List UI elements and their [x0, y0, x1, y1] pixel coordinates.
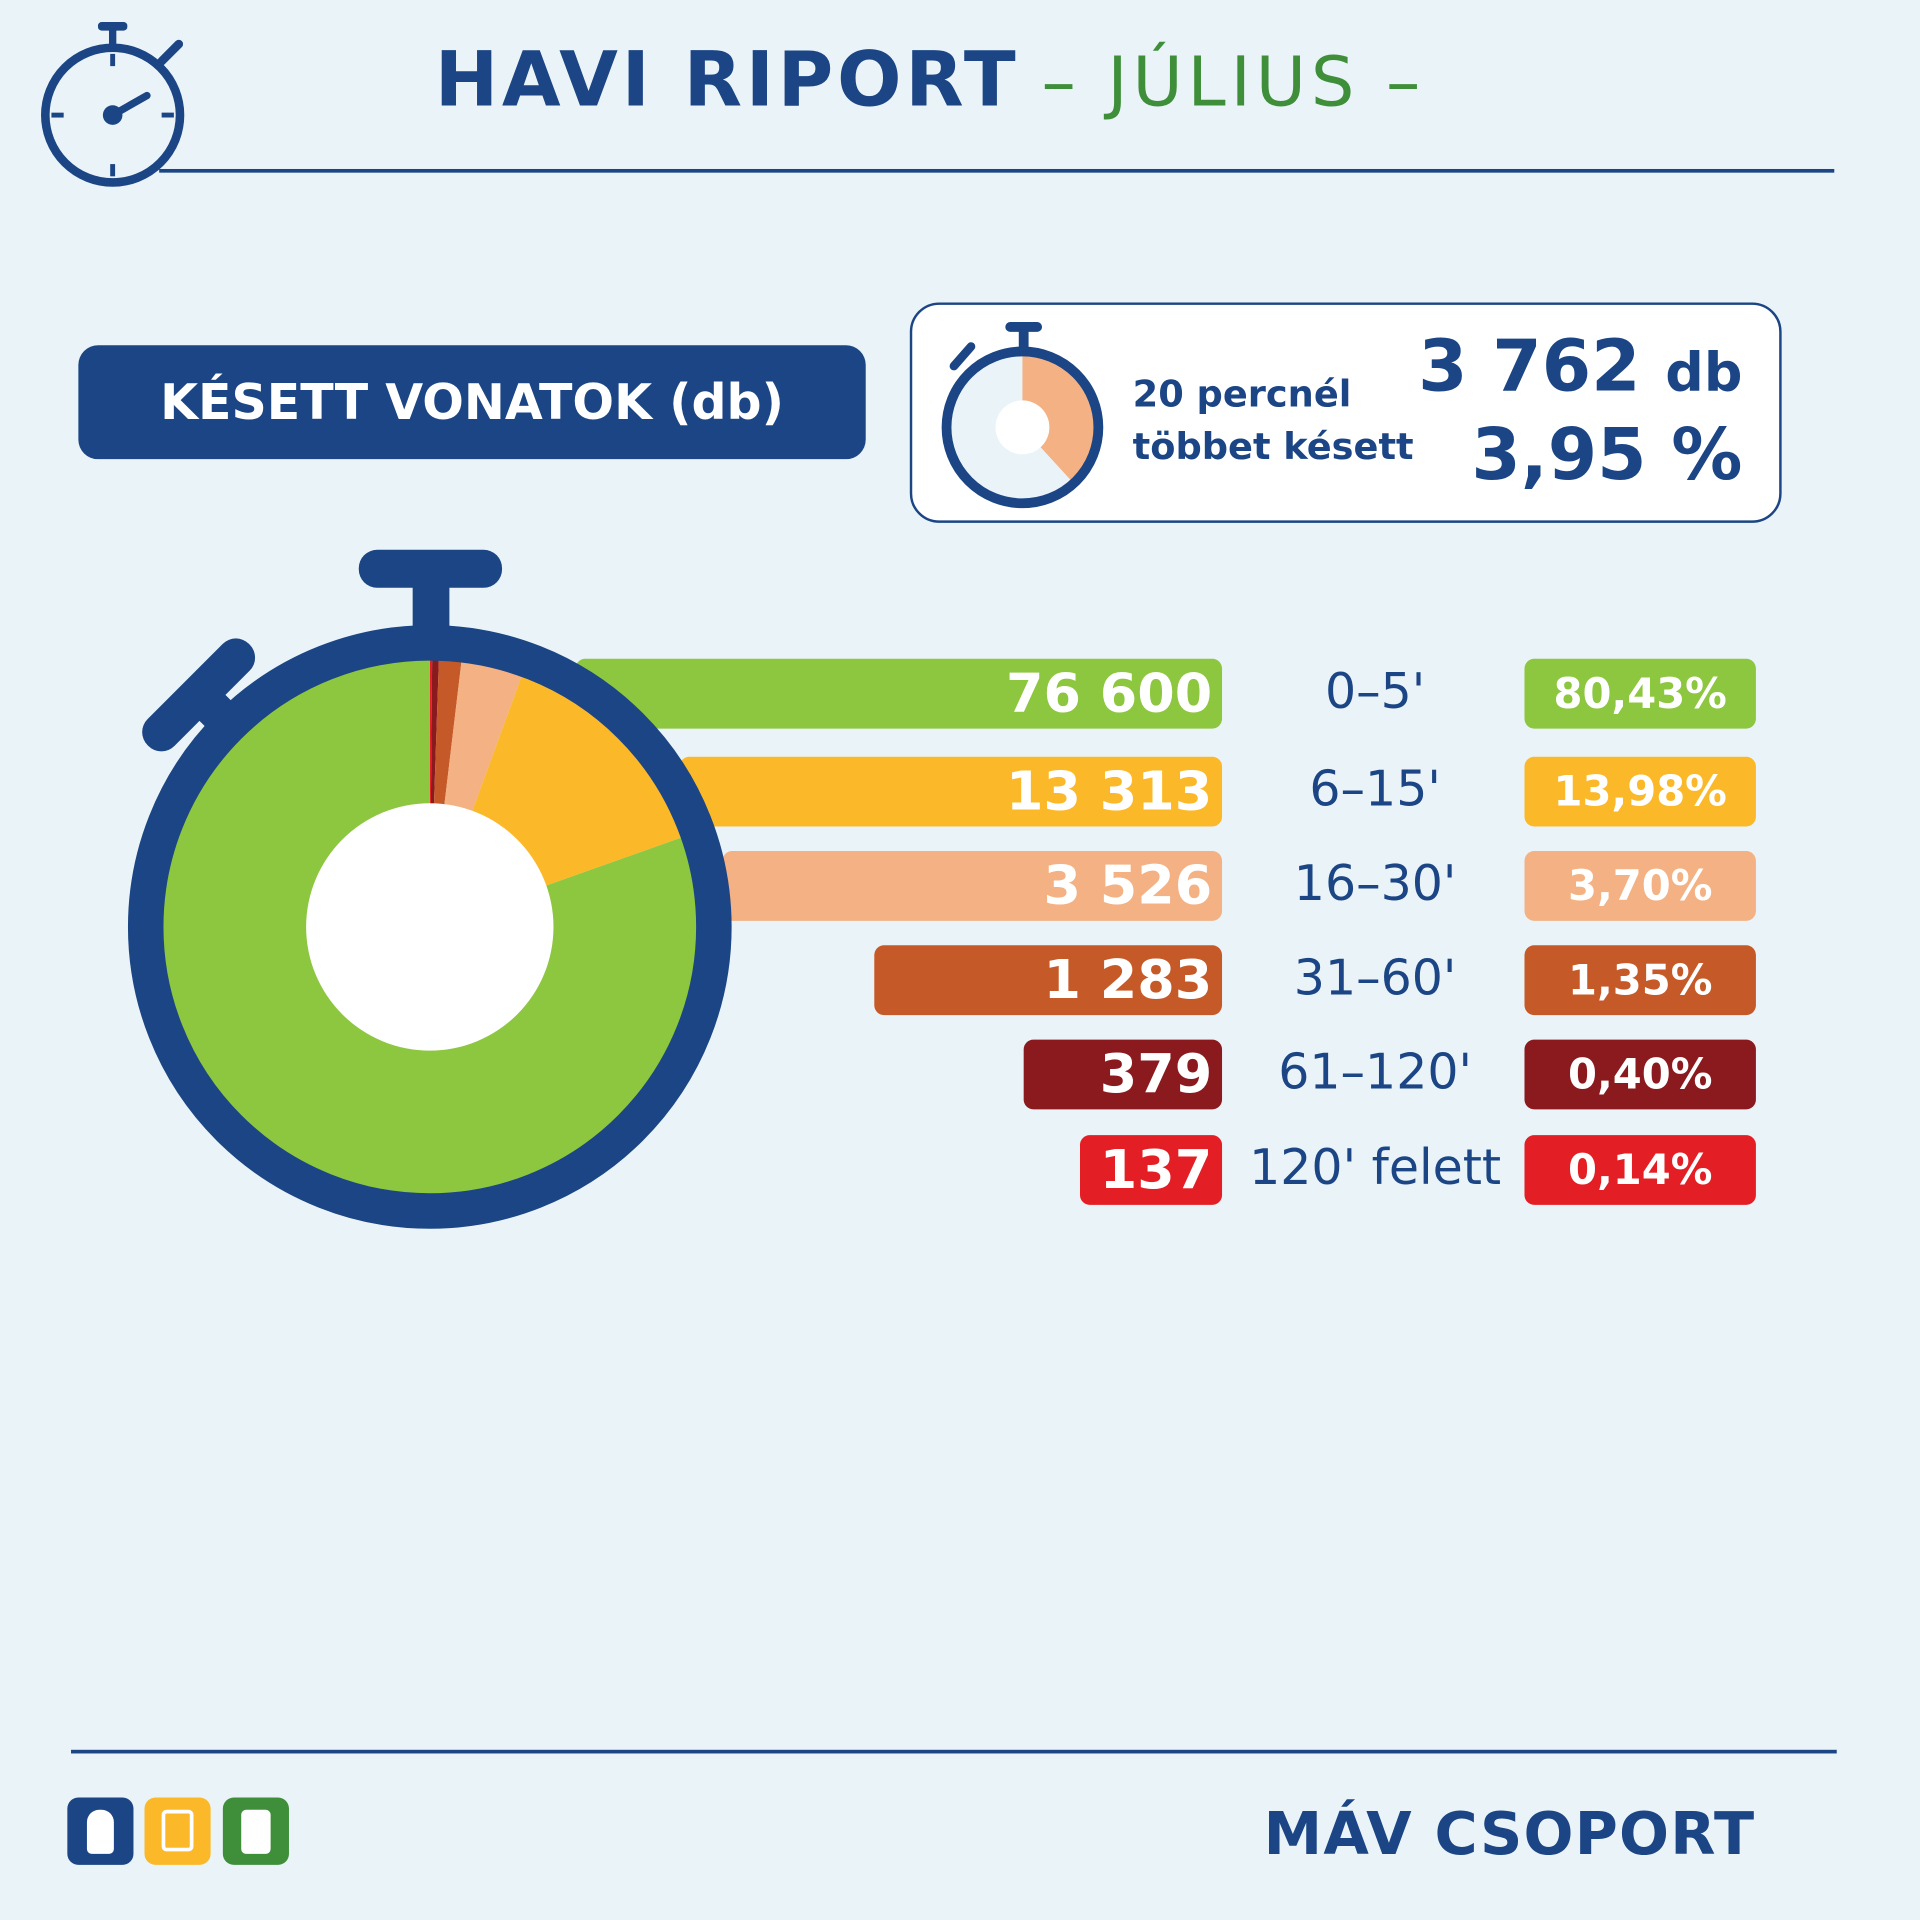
percent-badge: 0,14% [1524, 1135, 1756, 1205]
header-divider [159, 168, 1835, 173]
summary-percent: 3,95 % [1471, 412, 1743, 496]
value-bar: 3 526 [722, 851, 1223, 921]
delay-range-label: 120' felett [1249, 1140, 1502, 1197]
value-bar: 379 [1023, 1039, 1223, 1110]
value-label: 379 [1099, 1043, 1213, 1106]
summary-label-line2: többet késett [1132, 426, 1414, 469]
donut-slice-5 [429, 657, 433, 927]
percent-badge: 80,43% [1524, 658, 1756, 729]
crown-button [358, 549, 503, 588]
value-label: 76 600 [1006, 662, 1213, 725]
train-icon [67, 1797, 134, 1865]
value-label: 3 526 [1043, 854, 1213, 918]
value-label: 13 313 [1006, 760, 1213, 823]
stopwatch-ring [127, 625, 732, 1229]
delay-range-label: 61–120' [1278, 1044, 1472, 1101]
page-title: HAVI RIPORT – JÚLIUS – [435, 34, 1425, 123]
footer-divider [71, 1749, 1837, 1754]
title-text: HAVI RIPORT [434, 34, 1020, 124]
value-bar: 1 283 [874, 945, 1223, 1016]
delay-range-label: 6–15' [1309, 761, 1441, 818]
donut-hole [306, 803, 554, 1051]
summary-label-line1: 20 percnél [1132, 373, 1352, 417]
delay-range-label: 31–60' [1293, 950, 1457, 1007]
delay-range-label: 16–30' [1293, 855, 1457, 913]
value-label: 1 283 [1043, 948, 1213, 1012]
donut-chart [127, 549, 732, 1229]
delay-range-label: 0–5' [1324, 663, 1426, 721]
summary-count: 3 762 db [1418, 324, 1742, 407]
section-badge: KÉSETT VONATOK (db) [78, 345, 866, 460]
summary-box: 20 percnél többet késett 3 762 db 3,95 % [909, 302, 1782, 523]
value-bar: 137 [1080, 1135, 1223, 1205]
value-bar: 76 600 [575, 658, 1223, 729]
value-label: 137 [1099, 1138, 1213, 1202]
percent-badge: 13,98% [1524, 756, 1756, 827]
summary-count-value: 3 762 [1418, 324, 1641, 408]
stopwatch-icon [41, 22, 185, 187]
summary-count-unit: db [1665, 341, 1743, 405]
percent-badge: 3,70% [1524, 851, 1756, 921]
month-subtitle: – JÚLIUS – [1041, 42, 1426, 123]
percent-badge: 1,35% [1524, 945, 1756, 1016]
summary-stopwatch-icon [941, 322, 1104, 509]
value-bar: 13 313 [679, 756, 1223, 827]
mav-csoport-logo: MÁV CSOPORT [1263, 1800, 1756, 1869]
summary-label: 20 percnél többet késett [1133, 369, 1414, 474]
tram-icon [222, 1797, 289, 1865]
bus-icon [144, 1797, 211, 1865]
percent-badge: 0,40% [1524, 1039, 1756, 1110]
